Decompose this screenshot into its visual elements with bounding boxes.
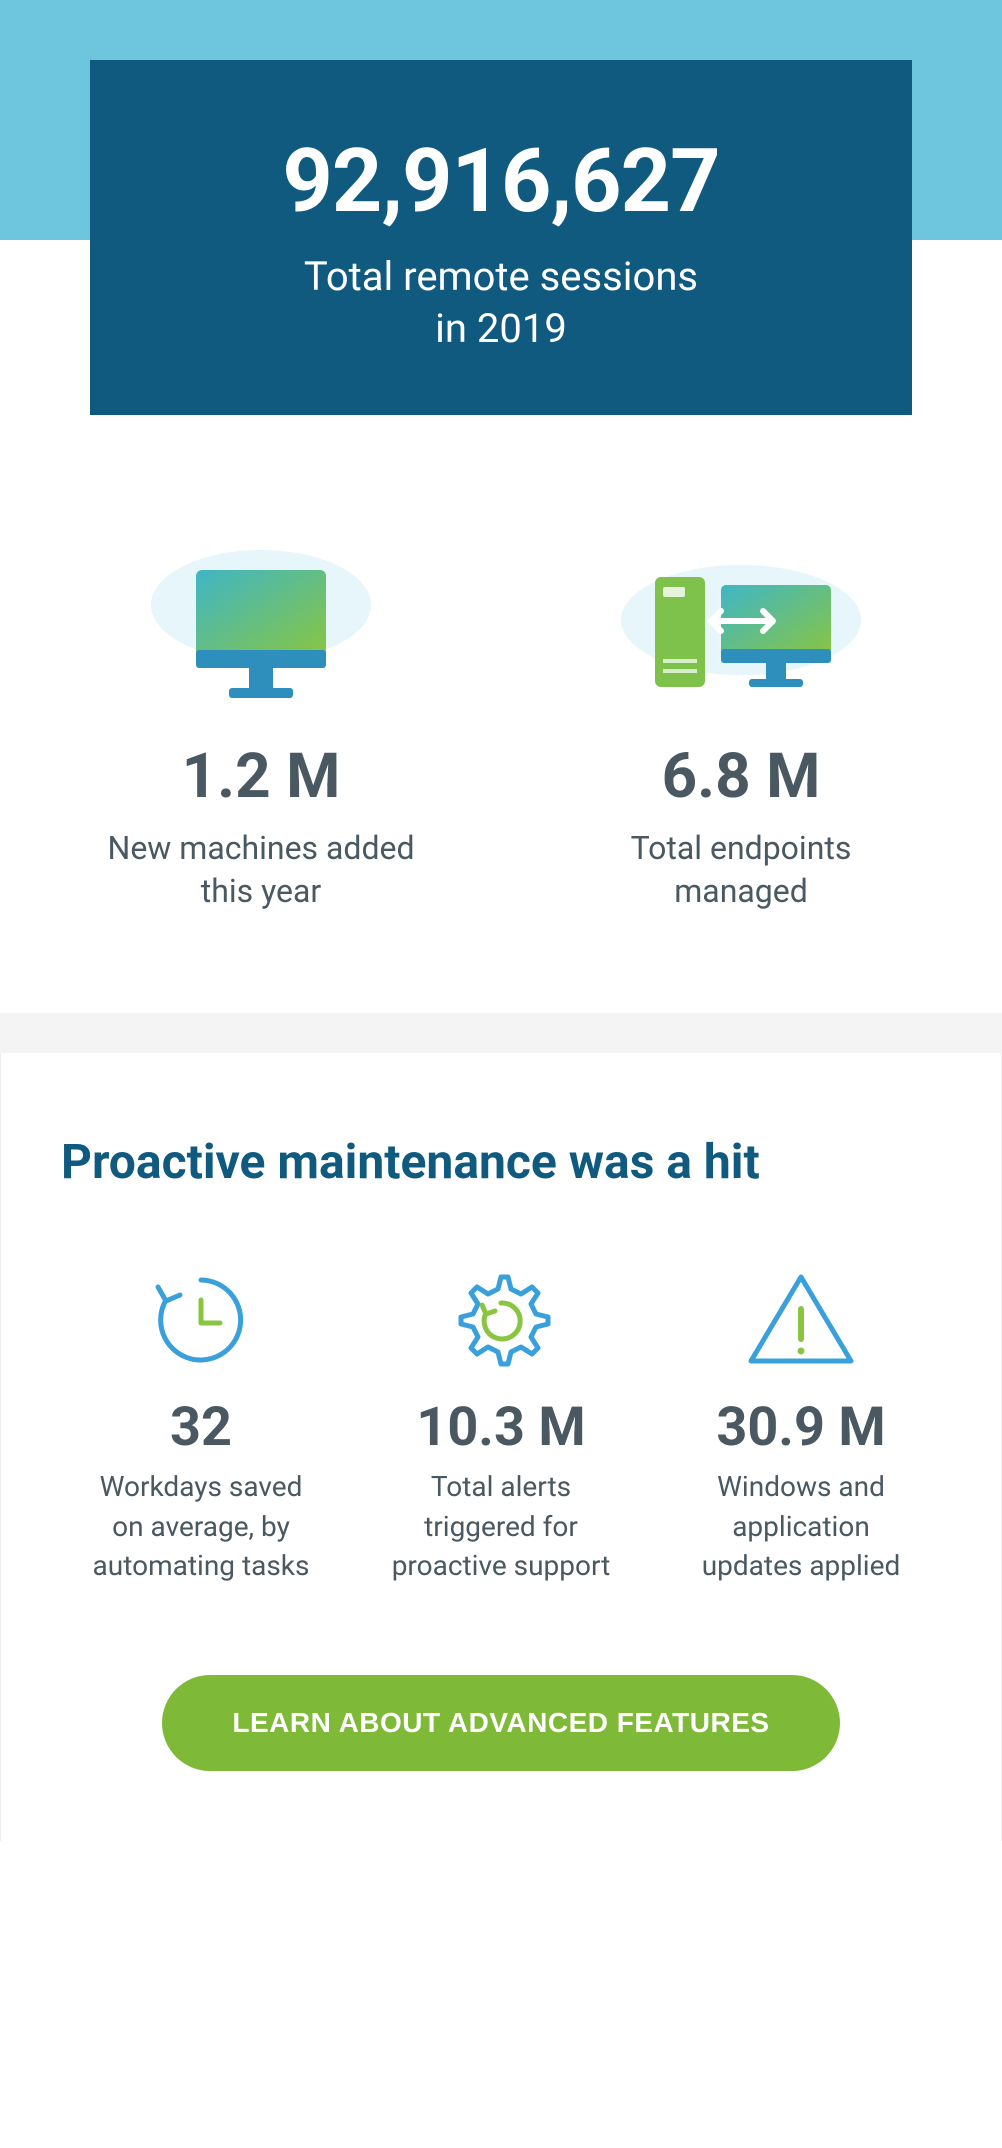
- stat-value: 30.9 M: [661, 1396, 941, 1459]
- top-banner: 92,916,627 Total remote sessions in 2019: [0, 0, 1002, 240]
- stat-label: New machines added this year: [81, 827, 441, 913]
- stat-label: Total alerts triggered for proactive sup…: [361, 1467, 641, 1585]
- hero-card: 92,916,627 Total remote sessions in 2019: [90, 60, 912, 415]
- stat-value: 32: [61, 1396, 341, 1459]
- clock-back-icon: [61, 1260, 341, 1380]
- stat-value: 10.3 M: [361, 1396, 641, 1459]
- hero-number: 92,916,627: [130, 130, 872, 233]
- section-title: Proactive maintenance was a hit: [61, 1133, 941, 1190]
- server-monitor-icon: [561, 530, 921, 730]
- stat-label: Total endpoints managed: [561, 827, 921, 913]
- stat-alerts: 10.3 M Total alerts triggered for proact…: [361, 1260, 641, 1585]
- stat-label: Windows and application updates applied: [661, 1467, 941, 1585]
- stat-workdays: 32 Workdays saved on average, by automat…: [61, 1260, 341, 1585]
- three-stats-row: 32 Workdays saved on average, by automat…: [61, 1260, 941, 1585]
- stat-endpoints: 6.8 M Total endpoints managed: [561, 530, 921, 913]
- monitor-icon: [81, 530, 441, 730]
- top-stats-row: 1.2 M New machines added this year: [0, 530, 1002, 1013]
- stat-value: 1.2 M: [81, 740, 441, 813]
- stat-updates: 30.9 M Windows and application updates a…: [661, 1260, 941, 1585]
- hero-label: Total remote sessions in 2019: [130, 251, 872, 355]
- stat-label: Workdays saved on average, by automating…: [61, 1467, 341, 1585]
- stat-value: 6.8 M: [561, 740, 921, 813]
- warning-triangle-icon: [661, 1260, 941, 1380]
- stat-new-machines: 1.2 M New machines added this year: [81, 530, 441, 913]
- gear-refresh-icon: [361, 1260, 641, 1380]
- proactive-section: Proactive maintenance was a hit 32 Workd…: [0, 1053, 1002, 1841]
- learn-more-button[interactable]: LEARN ABOUT ADVANCED FEATURES: [162, 1675, 839, 1771]
- section-divider: [0, 1013, 1002, 1053]
